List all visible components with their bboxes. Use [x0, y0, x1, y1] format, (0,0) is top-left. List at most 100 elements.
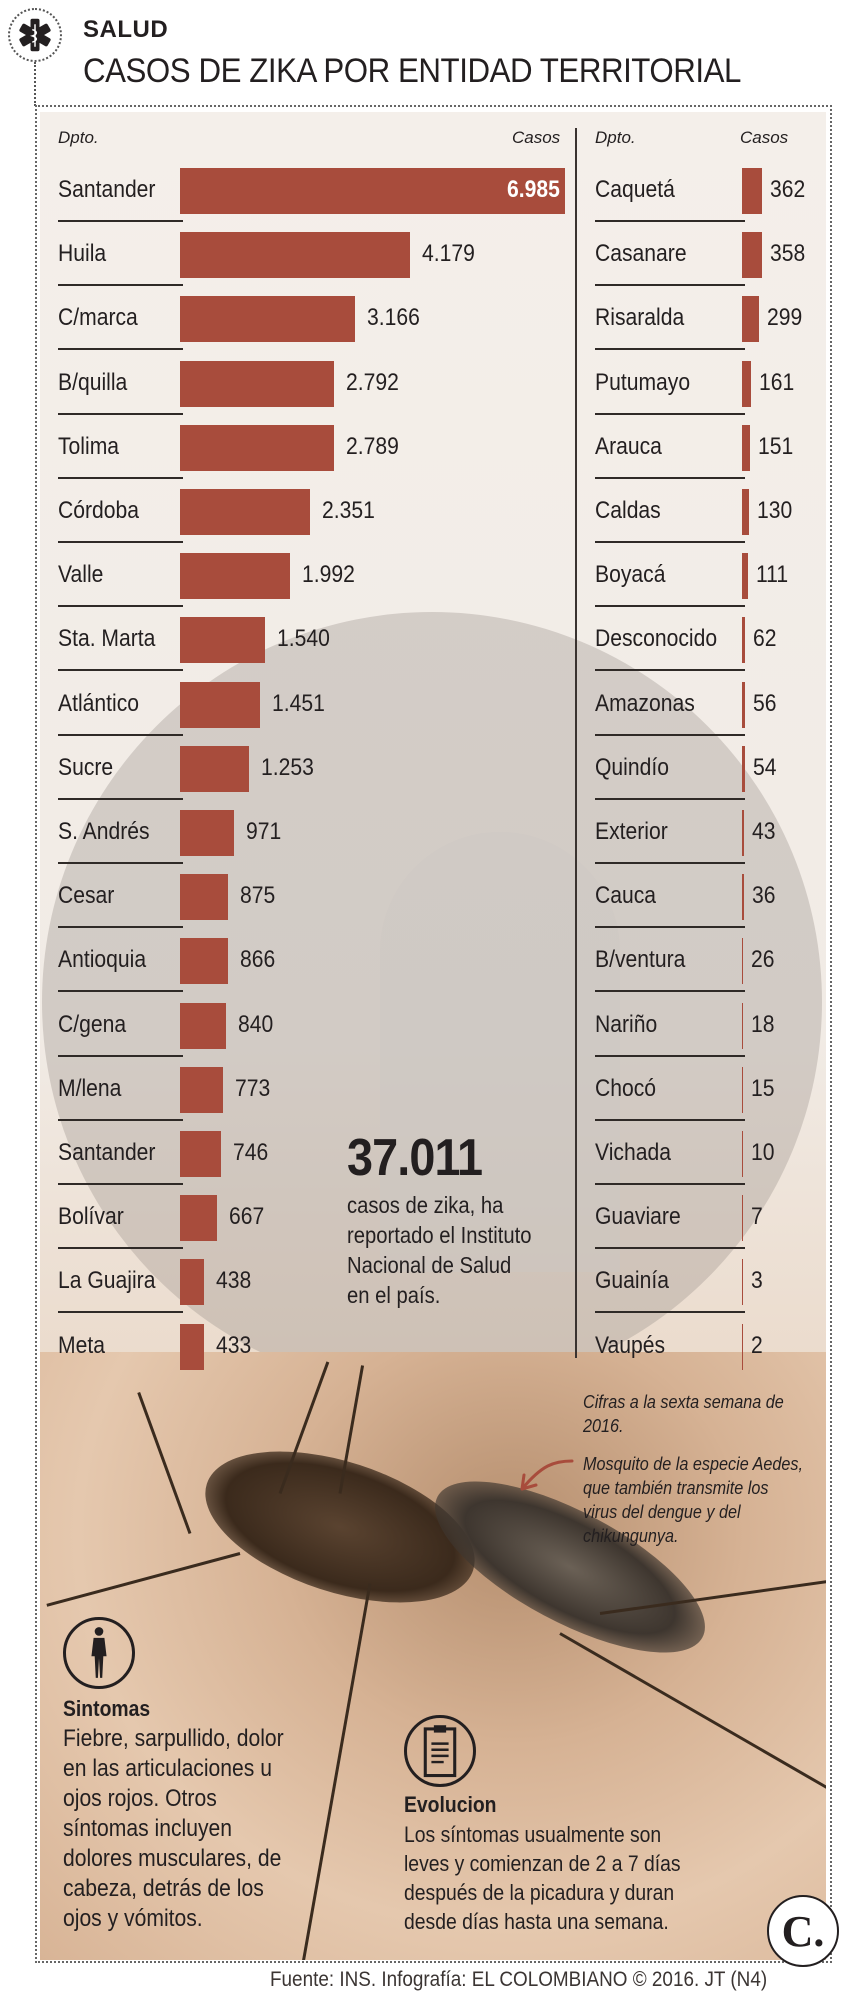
- dept-label: Santander: [58, 176, 156, 203]
- bar-row: Desconocido 62: [595, 617, 835, 672]
- case-value: 3.166: [366, 304, 420, 332]
- row-divider: [595, 797, 745, 800]
- dept-label: Arauca: [595, 432, 662, 460]
- row-divider: [58, 862, 183, 864]
- case-value: 773: [234, 1074, 270, 1102]
- case-bar: [180, 1195, 217, 1242]
- case-value: 840: [238, 1010, 274, 1038]
- bar-row: Casanare 358: [595, 232, 835, 287]
- section-label: SALUD: [83, 16, 169, 43]
- dept-label: Sta. Marta: [58, 625, 156, 653]
- dept-label: Cesar: [58, 882, 115, 910]
- bar-row: Santander 6.985: [58, 168, 578, 222]
- watermark-logo-inner: [380, 832, 620, 1272]
- column-divider: [575, 128, 577, 1358]
- case-value: 111: [756, 561, 789, 589]
- clipboard-icon: [404, 1715, 476, 1787]
- case-bar: [180, 1131, 222, 1177]
- case-bar: [180, 745, 250, 792]
- case-bar: [180, 360, 334, 407]
- bar-row: Exterior 43: [595, 810, 835, 864]
- case-bar: [742, 938, 744, 985]
- row-divider: [595, 1118, 745, 1121]
- bar-row: Valle 1.992: [58, 553, 578, 608]
- case-bar: [180, 874, 229, 921]
- case-value: 36: [751, 882, 776, 910]
- dept-label: Meta: [58, 1331, 105, 1359]
- case-bar: [742, 553, 749, 600]
- bar-row: Arauca 151: [595, 424, 835, 479]
- row-divider: [595, 926, 745, 929]
- case-bar: [742, 1066, 743, 1113]
- dept-label: C/gena: [58, 1010, 127, 1038]
- dept-label: Desconocido: [595, 625, 718, 653]
- case-value: 2.792: [345, 368, 399, 396]
- row-divider: [58, 412, 183, 415]
- case-bar: [180, 617, 265, 664]
- case-value: 6.985: [507, 176, 560, 203]
- dept-label: Sucre: [58, 753, 114, 781]
- case-bar: [742, 1131, 743, 1177]
- row-divider: [595, 669, 745, 672]
- left-dept-header: Dpto.: [58, 128, 99, 147]
- row-divider: [58, 990, 183, 993]
- case-value: 130: [757, 497, 793, 524]
- bar-row: S. Andrés 971: [58, 810, 578, 864]
- bar-row: Atlántico 1.451: [58, 681, 578, 736]
- case-bar: [742, 232, 762, 279]
- case-bar: [180, 1323, 204, 1370]
- case-value: 18: [751, 1010, 775, 1038]
- case-value: 3: [751, 1267, 763, 1295]
- dept-label: Vichada: [595, 1139, 671, 1166]
- dept-label: Tolima: [58, 432, 120, 460]
- dept-label: Guaviare: [595, 1203, 681, 1231]
- case-bar: [180, 938, 228, 985]
- case-bar: [180, 1259, 205, 1306]
- bar-row: Santander 746: [58, 1131, 578, 1185]
- medical-star-of-life-icon: [8, 8, 62, 62]
- case-value: 2.351: [321, 497, 375, 524]
- bar-row: Meta 433: [58, 1323, 578, 1374]
- bar-row: Cesar 875: [58, 874, 578, 929]
- case-bar: [742, 424, 751, 471]
- case-bar: [742, 1259, 743, 1306]
- case-value: 15: [751, 1074, 775, 1102]
- row-divider: [58, 220, 183, 222]
- bar-row: Guainía 3: [595, 1259, 835, 1314]
- case-bar: [180, 489, 310, 535]
- case-value: 1.451: [271, 689, 325, 717]
- dept-label: Huila: [58, 240, 107, 268]
- dept-label: Antioquia: [58, 946, 147, 974]
- case-bar: [742, 296, 759, 343]
- bar-row: Guaviare 7: [595, 1195, 835, 1250]
- case-value: 4.179: [422, 240, 476, 268]
- case-bar: [742, 489, 750, 535]
- case-value: 1.253: [261, 753, 314, 781]
- row-divider: [58, 476, 183, 479]
- arrow-icon: [520, 1459, 574, 1491]
- case-bar: [180, 424, 334, 471]
- row-divider: [595, 541, 745, 543]
- case-value: 1.992: [301, 561, 355, 589]
- dept-label: Putumayo: [595, 368, 691, 396]
- case-bar: [180, 810, 234, 856]
- bar-row: Huila 4.179: [58, 232, 578, 287]
- case-bar: [742, 874, 744, 921]
- case-value: 2: [751, 1331, 763, 1359]
- mosquito-photo: [40, 1352, 826, 1960]
- bar-row: C/marca 3.166: [58, 296, 578, 351]
- bar-row: B/ventura 26: [595, 938, 835, 993]
- case-value: 746: [233, 1139, 269, 1166]
- case-value: 43: [752, 818, 776, 845]
- infographic-frame: [35, 105, 832, 1963]
- dept-label: S. Andrés: [58, 818, 150, 845]
- row-divider: [595, 412, 745, 415]
- dept-label: Bolívar: [58, 1203, 124, 1231]
- row-divider: [595, 348, 745, 351]
- row-divider: [58, 797, 183, 800]
- bar-row: Córdoba 2.351: [58, 489, 578, 543]
- el-colombiano-logo: C.: [767, 1895, 839, 1967]
- case-value: 151: [758, 432, 794, 460]
- case-bar: [742, 810, 745, 856]
- dept-label: Exterior: [595, 818, 668, 845]
